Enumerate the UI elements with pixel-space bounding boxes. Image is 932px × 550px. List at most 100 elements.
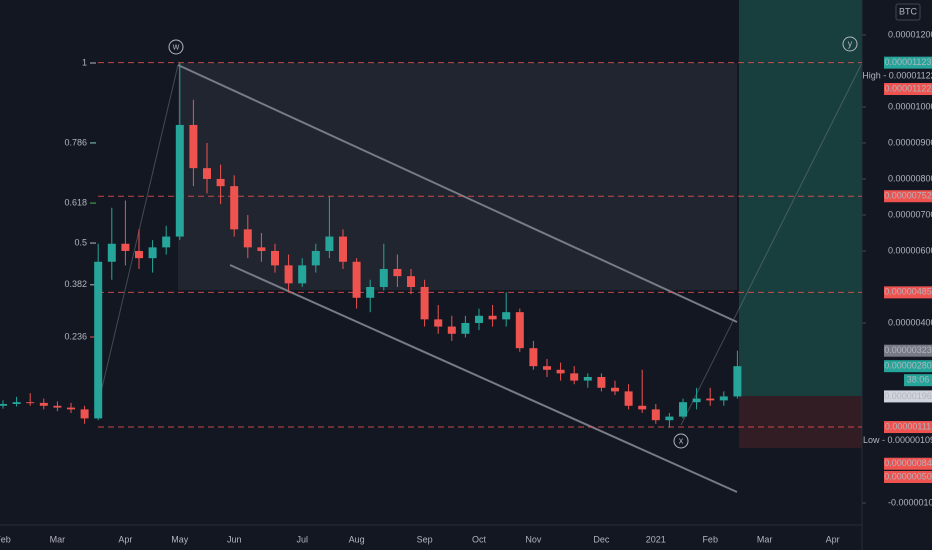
fib-label: 0.786 — [64, 137, 87, 147]
candle-body — [53, 405, 62, 408]
candle-body — [366, 286, 375, 298]
x-tick-label: Aug — [349, 534, 365, 544]
candle-body — [175, 124, 184, 237]
price-tag-label: Low - 0.00000109 — [863, 435, 932, 445]
price-tag-label: High - 0.00001122 — [862, 70, 932, 80]
candle-body — [624, 391, 633, 406]
candle-body — [216, 178, 225, 187]
candle-body — [339, 236, 347, 262]
candle-body — [0, 403, 7, 406]
y-tick-label: 0.00000800 — [888, 173, 932, 183]
x-tick-label: Feb — [0, 534, 11, 544]
x-tick-label: Sep — [417, 534, 433, 544]
currency: BTC — [899, 6, 918, 16]
x-tick-label: Mar — [757, 534, 773, 544]
candle-body — [230, 186, 239, 230]
y-tick-label: 0.00001200 — [888, 29, 932, 39]
y-tick-label: 0.00000900 — [888, 137, 932, 147]
x-tick-label: Jun — [227, 534, 242, 544]
candle-body — [94, 261, 103, 419]
x-tick-label: Jul — [296, 534, 308, 544]
wave-circle — [842, 36, 858, 52]
price-tag-label: 0.00000323 — [884, 345, 932, 355]
y-tick-label: -0.00000100 — [888, 497, 932, 507]
candle-body — [379, 268, 388, 287]
candle-body — [420, 286, 429, 320]
candle-body — [597, 376, 606, 388]
fib-label: 0.618 — [64, 197, 87, 207]
candle-body — [271, 250, 279, 266]
channel-bottom — [229, 264, 738, 493]
x-tick-label: Dec — [593, 534, 610, 544]
candle-body — [12, 402, 21, 404]
wave-line — [680, 62, 863, 426]
candle-body — [733, 366, 742, 397]
wave-label: w — [172, 41, 180, 51]
price-tag — [884, 470, 932, 483]
x-tick-label: Mar — [50, 534, 66, 544]
candle-body — [298, 265, 307, 284]
x-tick-label: Feb — [702, 534, 718, 544]
candle-body — [243, 229, 252, 248]
price-tag-label: 0.00000084 — [884, 458, 932, 468]
price-tag — [884, 360, 932, 373]
candle-body — [651, 409, 660, 421]
candle-body — [407, 276, 415, 287]
candle-body — [203, 168, 211, 179]
currency-box — [895, 3, 921, 21]
loss-zone — [739, 396, 862, 448]
candle-body — [434, 319, 443, 327]
fib-label: 0.382 — [64, 279, 87, 289]
x-tick-label: May — [171, 534, 189, 544]
fib-label: 0.5 — [74, 237, 87, 247]
x-tick-label: Oct — [472, 534, 487, 544]
candle-body — [529, 348, 538, 367]
y-tick-label: 0.00001000 — [888, 101, 932, 111]
x-tick-label: 2021 — [646, 534, 666, 544]
candle-body — [311, 250, 320, 266]
x-tick-label: Nov — [525, 534, 542, 544]
price-tag — [884, 190, 932, 203]
price-tag-label: 0.00000050 — [884, 471, 932, 481]
candle-body — [39, 402, 48, 406]
price-tag — [884, 83, 932, 96]
y-tick-label: 0.00000400 — [888, 317, 932, 327]
candle-body — [257, 247, 266, 251]
wave-circle — [673, 433, 689, 449]
candle-body — [502, 312, 511, 320]
wave-label: y — [848, 38, 853, 48]
wave-line — [97, 64, 179, 406]
wave-circle — [168, 39, 184, 55]
candle-body — [556, 369, 565, 374]
price-tag-label: 0.00000485 — [884, 287, 932, 297]
candle-body — [583, 376, 592, 381]
candle-body — [135, 250, 143, 259]
countdown: 38:06 — [907, 375, 930, 385]
price-tag — [884, 286, 932, 299]
candle-body — [80, 409, 89, 419]
fib-label: 1 — [82, 57, 87, 67]
candle-body — [352, 261, 361, 298]
candle-body — [488, 315, 497, 320]
candle-body — [611, 387, 619, 392]
candle-body — [447, 326, 456, 334]
price-tag — [884, 56, 932, 69]
price-tag-label: 0.00000196 — [884, 391, 932, 401]
price-tag — [884, 344, 932, 357]
candle-body — [67, 407, 75, 410]
candle-body — [719, 396, 728, 401]
candle-body — [325, 236, 334, 251]
price-tag-label: 0.00000111 — [885, 421, 931, 431]
candle-body — [515, 312, 524, 349]
candle-body — [638, 405, 647, 410]
price-tag — [866, 70, 932, 83]
x-tick-label: Apr — [118, 534, 132, 544]
countdown-tag — [904, 374, 932, 387]
candle-body — [121, 243, 130, 251]
price-tag-label: 0.00000280 — [884, 361, 932, 371]
candle-body — [475, 315, 483, 323]
candle-body — [706, 398, 715, 401]
price-tag — [866, 434, 932, 447]
price-tag — [884, 457, 932, 470]
